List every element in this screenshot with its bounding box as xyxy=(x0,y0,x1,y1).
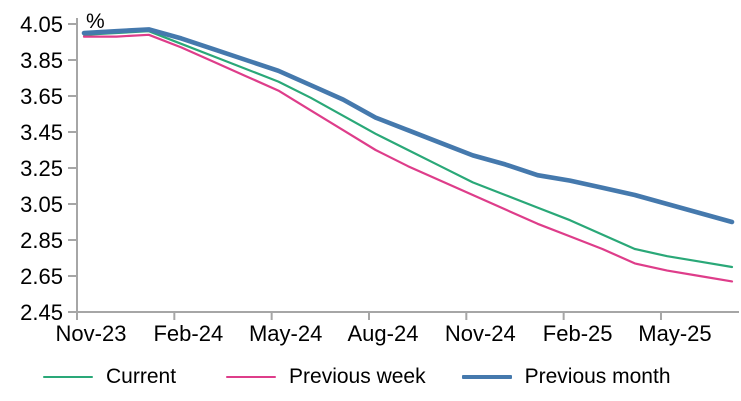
x-tick-label: Feb-24 xyxy=(153,321,223,346)
x-tick-label: May-25 xyxy=(638,321,711,346)
legend-marker-current xyxy=(43,375,93,379)
y-tick-label: 2.65 xyxy=(20,264,63,289)
legend-label-current: Current xyxy=(106,365,177,388)
x-tick-label: Aug-24 xyxy=(348,321,419,346)
y-tick-label: 4.05 xyxy=(20,12,63,37)
x-tick-label: Feb-25 xyxy=(543,321,613,346)
y-tick-label: 3.65 xyxy=(20,84,63,109)
legend-marker-previous-week xyxy=(226,375,277,379)
y-tick-label: 2.85 xyxy=(20,228,63,253)
unit-label: % xyxy=(86,10,105,33)
legend-item-previous-week: Previous week xyxy=(226,364,426,390)
series-line-previous-week xyxy=(82,33,734,283)
legend: Current Previous week Previous month xyxy=(0,363,741,391)
y-tick-label: 3.85 xyxy=(20,48,63,73)
series-line-current xyxy=(82,30,734,269)
y-tick-label: 3.45 xyxy=(20,120,63,145)
legend-marker-previous-month xyxy=(461,374,512,380)
legend-label-previous-week: Previous week xyxy=(289,365,426,388)
x-tick-label: May-24 xyxy=(249,321,322,346)
legend-item-previous-month: Previous month xyxy=(461,364,671,390)
legend-label-previous-month: Previous month xyxy=(524,365,671,388)
series-line-previous-month xyxy=(81,27,735,225)
x-tick-label: Nov-23 xyxy=(56,321,127,346)
y-tick-label: 3.05 xyxy=(20,192,63,217)
x-tick-label: Nov-24 xyxy=(445,321,516,346)
legend-item-current: Current xyxy=(43,364,176,390)
y-tick-label: 2.45 xyxy=(20,300,63,325)
y-tick-label: 3.25 xyxy=(20,156,63,181)
